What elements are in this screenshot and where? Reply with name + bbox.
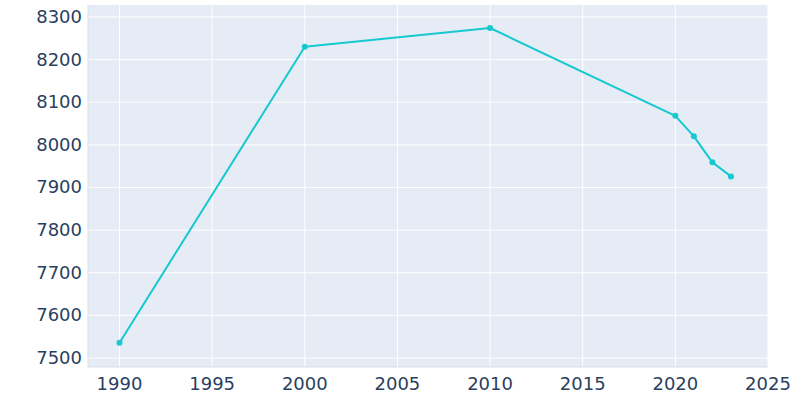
y-grid-line: [88, 16, 768, 17]
y-grid-line: [88, 102, 768, 103]
y-tick-label: 7500: [36, 347, 82, 368]
x-tick-label: 2015: [560, 373, 606, 394]
series: [116, 25, 733, 346]
point: [672, 113, 678, 119]
point: [728, 173, 734, 179]
point: [709, 159, 715, 165]
x-tick-label: 2010: [467, 373, 513, 394]
x-tick-label: 1995: [189, 373, 235, 394]
y-grid-line: [88, 315, 768, 316]
plot-background: [88, 5, 768, 367]
x-tick-label: 2005: [375, 373, 421, 394]
x-tick-label: 2025: [745, 373, 791, 394]
point: [691, 133, 697, 139]
y-grid-line: [88, 187, 768, 188]
x-tick-label: 2000: [282, 373, 328, 394]
y-tick-label: 8200: [36, 49, 82, 70]
x-axis-line: [88, 367, 768, 368]
y-tick-label: 7600: [36, 304, 82, 325]
y-axis-line: [88, 5, 89, 367]
y-tick-label: 7900: [36, 176, 82, 197]
y-tick-label: 7700: [36, 262, 82, 283]
point: [116, 340, 122, 346]
line: [120, 28, 731, 343]
x-tick-label: 1990: [97, 373, 143, 394]
y-tick-label: 7800: [36, 219, 82, 240]
y-grid-line: [88, 59, 768, 60]
point: [487, 25, 493, 31]
y-grid-line: [88, 358, 768, 359]
y-grid-line: [88, 144, 768, 145]
chart: 1990 1995 2000 2005 2010 2015 2020 2025 7500 7600…: [0, 0, 800, 400]
y-tick-label: 8100: [36, 91, 82, 112]
grid: [88, 5, 768, 367]
x-tick-label: 2020: [652, 373, 698, 394]
y-grid-line: [88, 272, 768, 273]
y-tick-label: 8000: [36, 134, 82, 155]
y-tick-label: 8300: [36, 6, 82, 27]
point: [302, 44, 308, 50]
